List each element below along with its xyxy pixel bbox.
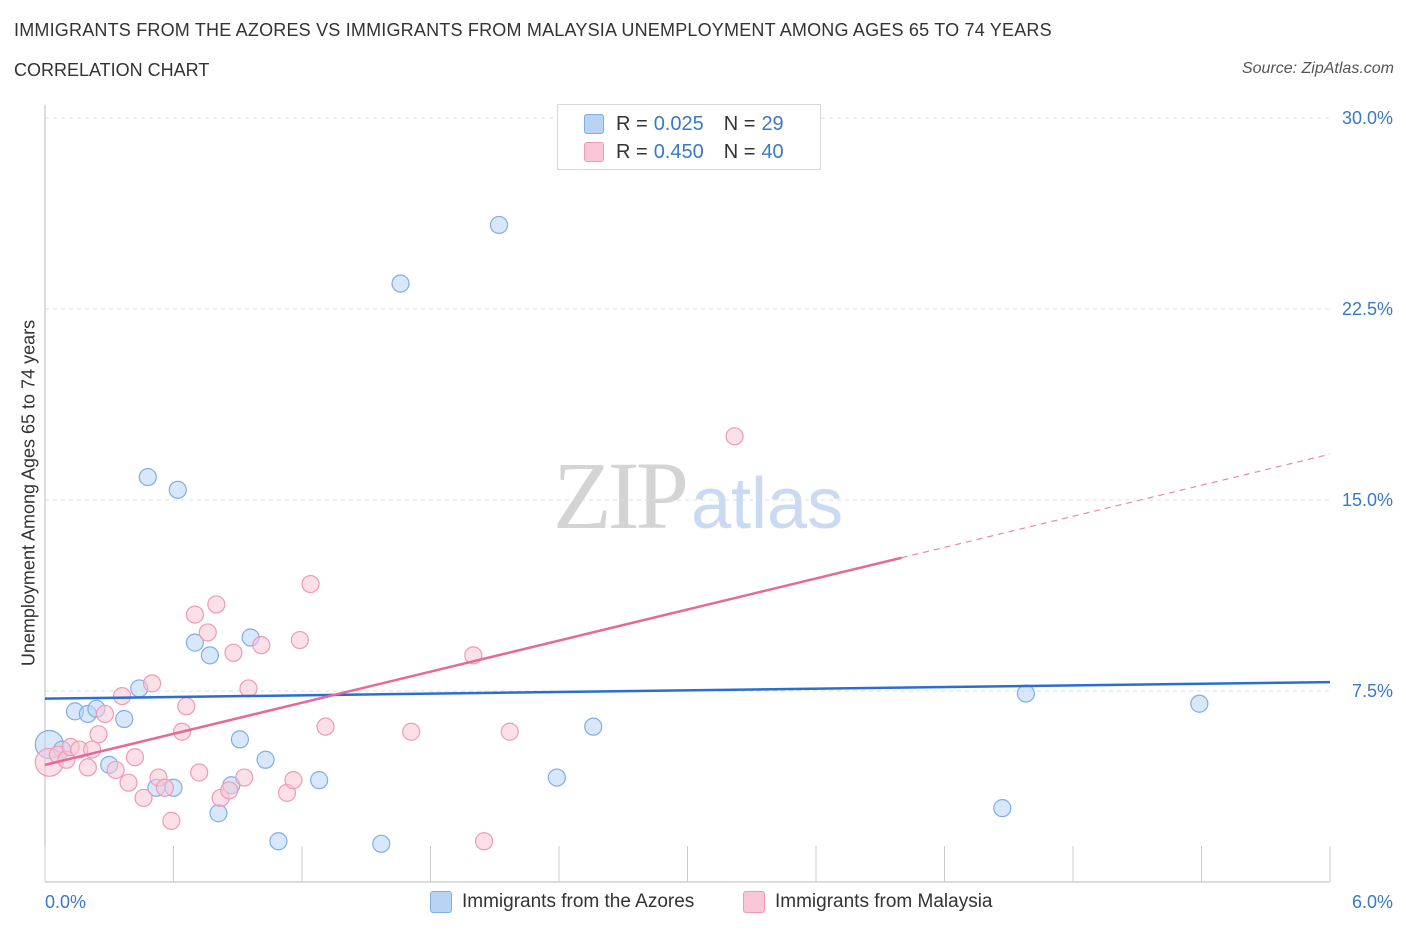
malaysia-point xyxy=(198,623,217,642)
x-tick-label: 6.0% xyxy=(1352,892,1393,912)
n-value: 40 xyxy=(761,140,784,163)
y-tick-label: 15.0% xyxy=(1342,490,1393,510)
malaysia-point xyxy=(725,427,744,446)
correlation-legend: R = 0.025 N = 29 R = 0.450 N = 40 xyxy=(557,104,821,170)
azores-point xyxy=(993,799,1012,818)
malaysia-point xyxy=(134,788,153,808)
x-tick-label: 0.0% xyxy=(45,892,86,912)
malaysia-trend-line xyxy=(44,556,902,767)
n-label: N = xyxy=(723,112,756,135)
azores-point xyxy=(209,804,228,823)
source-label: Source: ZipAtlas.com xyxy=(1241,60,1394,77)
azores-point xyxy=(372,834,391,853)
azores-point xyxy=(310,771,329,790)
malaysia-point xyxy=(239,679,258,698)
malaysia-point xyxy=(290,630,309,650)
azores-point xyxy=(256,750,275,769)
malaysia-point xyxy=(142,674,162,693)
malaysia-trend-extension xyxy=(901,453,1331,559)
azores-point xyxy=(269,832,288,851)
r-value: 0.025 xyxy=(653,112,704,135)
azores-point xyxy=(168,480,187,499)
legend-row-azores: R = 0.025 N = 29 xyxy=(584,111,784,137)
azores-legend-label: Immigrants from the Azores xyxy=(462,891,695,912)
bottom-legend-malaysia: Immigrants from Malaysia xyxy=(743,889,993,915)
malaysia-point xyxy=(106,760,125,780)
bottom-legend-azores: Immigrants from the Azores xyxy=(430,889,694,915)
malaysia-point xyxy=(284,771,303,790)
tick-label-layer: 7.5% 15.0% 22.5% 30.0% 0.0% 6.0% xyxy=(45,108,1393,912)
points-layer xyxy=(34,215,1209,853)
malaysia-point xyxy=(112,686,132,706)
azores-point xyxy=(138,467,157,487)
azores-point xyxy=(547,768,566,787)
malaysia-point xyxy=(207,595,226,614)
legend-row-malaysia: R = 0.450 N = 40 xyxy=(584,139,784,165)
trend-layer xyxy=(44,453,1331,767)
malaysia-swatch xyxy=(584,142,604,162)
azores-legend-swatch xyxy=(430,891,452,913)
axis-layer xyxy=(44,105,1331,883)
malaysia-legend-swatch xyxy=(743,891,765,913)
chart-title: IMMIGRANTS FROM THE AZORES VS IMMIGRANTS… xyxy=(14,20,1052,40)
grid-layer xyxy=(45,117,1330,692)
malaysia-legend-label: Immigrants from Malaysia xyxy=(775,891,993,912)
malaysia-point xyxy=(162,811,181,830)
azores-point xyxy=(115,709,134,729)
y-tick-label: 30.0% xyxy=(1342,108,1393,128)
azores-point xyxy=(1190,694,1209,713)
chart-subtitle: CORRELATION CHART xyxy=(14,60,210,80)
malaysia-point xyxy=(316,717,335,736)
malaysia-point xyxy=(474,832,494,851)
malaysia-point xyxy=(119,773,138,792)
azores-point xyxy=(1016,684,1035,703)
azores-swatch xyxy=(584,114,604,134)
r-label: R = xyxy=(616,112,648,135)
malaysia-point xyxy=(402,722,421,741)
malaysia-point xyxy=(95,704,115,724)
y-tick-label: 7.5% xyxy=(1352,681,1393,701)
r-label: R = xyxy=(616,140,648,163)
malaysia-point xyxy=(224,643,243,662)
azores-point xyxy=(185,633,205,652)
y-tick-label: 22.5% xyxy=(1342,299,1393,319)
malaysia-point xyxy=(78,758,97,777)
malaysia-point xyxy=(155,778,175,797)
malaysia-point xyxy=(252,636,271,655)
azores-point xyxy=(200,646,220,665)
y-axis-label: Unemployment Among Ages 65 to 74 years xyxy=(18,319,39,667)
malaysia-point xyxy=(185,605,205,624)
malaysia-point xyxy=(500,722,519,741)
malaysia-point xyxy=(177,697,196,716)
malaysia-point xyxy=(125,748,145,767)
malaysia-point xyxy=(190,763,209,782)
n-value: 29 xyxy=(761,112,784,135)
azores-point xyxy=(489,215,509,235)
r-value: 0.450 xyxy=(653,140,704,163)
n-label: N = xyxy=(723,140,756,163)
malaysia-point xyxy=(235,768,254,787)
azores-trend-line xyxy=(44,680,1331,700)
azores-point xyxy=(391,274,410,293)
malaysia-point xyxy=(220,781,239,800)
malaysia-point xyxy=(89,725,108,744)
malaysia-point xyxy=(301,574,320,594)
azores-point xyxy=(584,717,603,736)
azores-point xyxy=(230,730,249,749)
